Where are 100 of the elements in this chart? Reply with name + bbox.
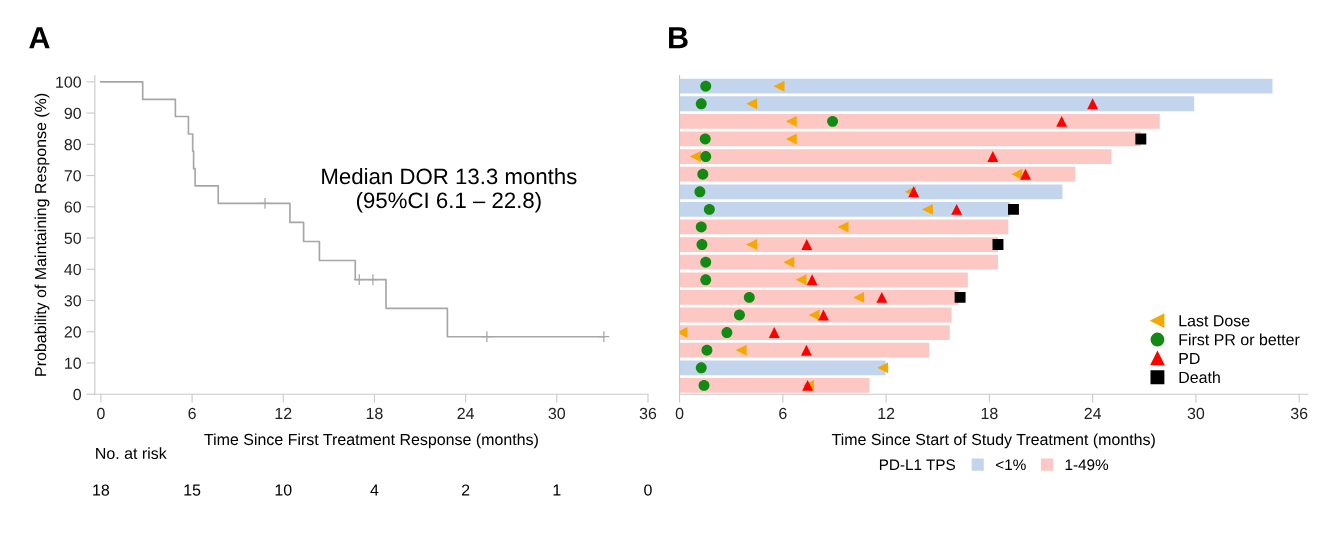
point — [679, 327, 688, 339]
point — [703, 203, 715, 215]
point — [987, 151, 999, 163]
x-tick-label: 0 — [97, 407, 105, 420]
x-axis-title: Time Since First Treatment Response (months) — [204, 433, 538, 449]
point — [699, 133, 711, 145]
point — [1020, 168, 1031, 180]
bar — [679, 307, 952, 323]
chart-title: A — [29, 27, 50, 49]
y-tick-label: 30 — [64, 295, 82, 307]
y-tick-label: 90 — [64, 107, 82, 120]
point — [700, 274, 712, 286]
y-tick-label: 80 — [64, 138, 82, 151]
point — [795, 274, 807, 286]
point — [1008, 203, 1019, 215]
point — [801, 239, 813, 251]
x-tick-label: 30 — [1187, 407, 1205, 420]
x-tick-label: 12 — [878, 407, 895, 419]
point — [746, 239, 758, 251]
bar — [679, 272, 968, 288]
x-axis-title: Time Since Start of Study Treatment (months) — [831, 433, 1155, 449]
text: 1 — [553, 484, 561, 496]
legend-label: 1-49% — [1065, 459, 1109, 471]
point — [689, 151, 701, 163]
text: 18 — [93, 484, 110, 496]
point — [695, 98, 707, 110]
point — [597, 330, 610, 343]
point — [773, 80, 785, 92]
bar — [679, 113, 1160, 129]
point — [992, 239, 1004, 251]
point — [806, 274, 818, 286]
bar — [679, 237, 998, 252]
y-tick-label: 20 — [64, 326, 82, 338]
x-tick-label: 18 — [981, 407, 998, 420]
y-tick-label: 100 — [56, 76, 82, 88]
point — [700, 151, 712, 163]
point — [808, 309, 820, 321]
y-tick-label: 40 — [64, 263, 82, 276]
text: No. at risk — [96, 447, 167, 460]
point — [827, 115, 839, 127]
y-tick-label: 60 — [64, 201, 82, 213]
point — [800, 344, 812, 356]
bar — [679, 78, 1273, 94]
chart-title: B — [669, 27, 688, 49]
x-tick-label: 36 — [639, 407, 657, 420]
point — [696, 239, 708, 251]
point — [1056, 115, 1068, 127]
text: 0 — [644, 484, 652, 496]
point — [701, 344, 713, 356]
point — [817, 309, 829, 321]
point — [695, 221, 707, 233]
point — [768, 327, 780, 339]
point — [951, 203, 963, 215]
point — [735, 344, 747, 356]
point — [1087, 98, 1099, 110]
point — [783, 256, 795, 268]
x-tick-label: 6 — [779, 407, 787, 420]
legend-label: First PR or better — [1179, 333, 1300, 346]
y-axis-title: Probability of Maintaining Response (%) — [34, 93, 50, 376]
point — [785, 133, 797, 145]
text: 2 — [461, 484, 470, 496]
point — [908, 186, 920, 198]
x-tick-label: 36 — [1290, 407, 1308, 420]
point — [698, 379, 710, 391]
bar — [679, 378, 870, 393]
annotation: Median DOR 13.3 months (95%CI 6.1 – 22.8) — [322, 167, 577, 213]
bar — [679, 289, 959, 305]
bar — [679, 254, 998, 270]
bar — [679, 325, 950, 340]
point — [480, 330, 493, 343]
bar — [679, 131, 1141, 147]
point — [721, 327, 733, 339]
point — [700, 80, 712, 92]
legend-label: <1% — [996, 459, 1026, 471]
x-tick-label: 6 — [188, 407, 196, 420]
point — [694, 186, 706, 198]
bar — [679, 219, 1009, 235]
x-tick-label: 0 — [675, 407, 684, 420]
point — [785, 115, 797, 127]
legend-label: Death — [1179, 371, 1220, 384]
x-tick-label: 18 — [366, 407, 383, 420]
point — [734, 309, 745, 321]
x-tick-label: 30 — [548, 407, 566, 420]
point — [853, 291, 865, 303]
point — [746, 98, 758, 110]
point — [876, 291, 888, 303]
text: 4 — [370, 484, 379, 496]
point — [695, 362, 707, 374]
legend-label: PD — [1179, 353, 1200, 365]
text: 10 — [275, 484, 292, 496]
bar — [679, 342, 930, 358]
bar — [679, 149, 1112, 164]
y-tick-label: 50 — [64, 232, 82, 244]
legend-label: Last Dose — [1179, 315, 1250, 327]
point — [877, 362, 889, 374]
legend-title: PD-L1 TPS — [879, 459, 955, 471]
x-tick-label: 24 — [457, 407, 475, 419]
x-tick-label: 24 — [1084, 407, 1102, 419]
point — [1135, 133, 1147, 145]
x-tick-label: 12 — [275, 407, 292, 419]
